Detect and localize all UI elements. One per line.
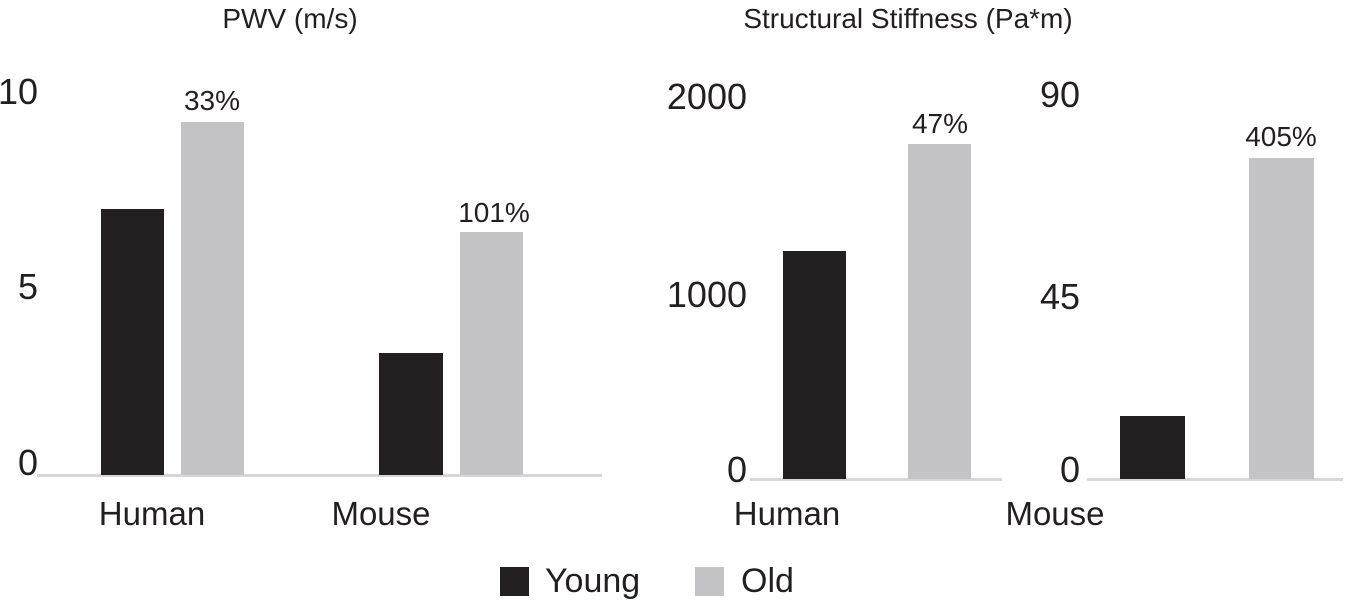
legend-label-old: Old bbox=[741, 562, 794, 600]
pwv-ytick-0: 0 bbox=[17, 442, 38, 483]
pwv-ytick-5: 5 bbox=[17, 266, 38, 307]
pct-label-stiff-mouse: 405% bbox=[1245, 121, 1317, 152]
bar-stiff-mouse-old bbox=[1249, 158, 1314, 479]
legend-label-young: Young bbox=[545, 562, 641, 600]
bar-pwv-mouse-young bbox=[379, 353, 443, 475]
stiff-human-ytick-2000: 2000 bbox=[666, 76, 747, 117]
bar-pwv-human-old bbox=[181, 121, 244, 475]
pct-label-pwv-human: 33% bbox=[183, 85, 241, 116]
stiff-human-x-axis-line bbox=[750, 478, 1002, 481]
category-label-pwv-human: Human bbox=[98, 495, 206, 532]
pwv-x-axis-line bbox=[37, 474, 602, 477]
legend-swatch-old bbox=[695, 567, 724, 596]
stiff-human-ytick-0: 0 bbox=[726, 449, 747, 490]
bar-pwv-mouse-old bbox=[460, 231, 523, 475]
legend-swatch-young bbox=[500, 567, 529, 596]
stiff-mouse-ytick-45: 45 bbox=[1039, 276, 1080, 317]
bar-stiff-human-young bbox=[783, 251, 846, 479]
category-label-stiff-mouse: Mouse bbox=[1005, 495, 1105, 532]
pwv-ytick-10: 10 bbox=[0, 71, 38, 112]
pct-label-stiff-human: 47% bbox=[911, 108, 969, 139]
chart-title-pwv: PWV (m/s) bbox=[222, 3, 358, 34]
bar-stiff-mouse-young bbox=[1120, 415, 1185, 479]
stiff-mouse-x-axis-line bbox=[1087, 478, 1343, 481]
category-label-stiff-human: Human bbox=[733, 495, 841, 532]
stiff-mouse-ytick-90: 90 bbox=[1039, 74, 1080, 115]
stiff-mouse-ytick-0: 0 bbox=[1059, 449, 1080, 490]
category-label-pwv-mouse: Mouse bbox=[331, 495, 431, 532]
bar-stiff-human-old bbox=[908, 143, 971, 479]
stiff-human-ytick-1000: 1000 bbox=[666, 274, 747, 315]
chart-title-stiffness: Structural Stiffness (Pa*m) bbox=[743, 3, 1073, 34]
bar-pwv-human-young bbox=[101, 209, 164, 475]
legend: Young Old bbox=[0, 557, 1350, 604]
pct-label-pwv-mouse: 101% bbox=[458, 197, 530, 228]
